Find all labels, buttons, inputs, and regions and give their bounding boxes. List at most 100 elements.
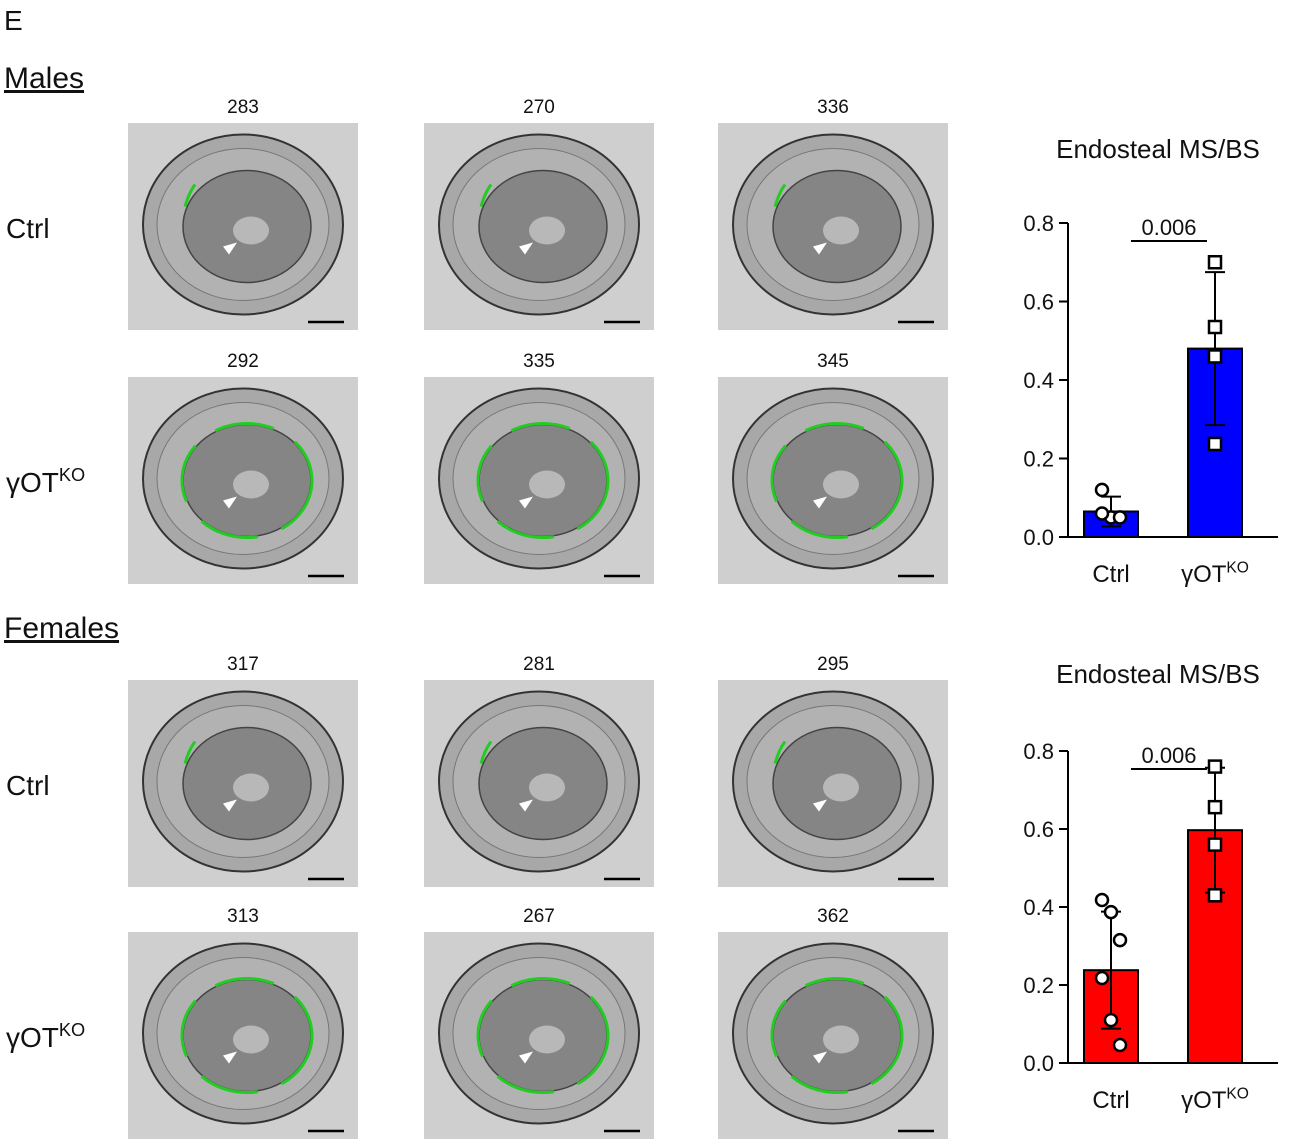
micrograph: [424, 932, 654, 1139]
label-green: [180, 977, 314, 1094]
marrow-center: [233, 1025, 269, 1054]
x-tick-label-main: γOT: [1181, 1087, 1227, 1114]
x-tick-label-main: Ctrl: [1092, 1087, 1129, 1114]
image-id: 281: [523, 654, 555, 675]
row-label-main: γOT: [6, 1022, 59, 1053]
chart-title: Endosteal MS/BS: [1056, 134, 1260, 164]
label-green: [180, 422, 314, 539]
y-tick-label: 0.0: [1023, 525, 1054, 550]
marrow-center: [823, 216, 859, 245]
data-point: [1207, 319, 1223, 335]
x-tick-label: γOTKO: [1181, 559, 1249, 588]
data-point: [1103, 1012, 1119, 1028]
arrowhead: [519, 799, 533, 812]
section-title: Females: [4, 612, 119, 645]
image-id: 292: [227, 351, 259, 372]
marrow-center: [823, 1025, 859, 1054]
micrograph: [718, 932, 948, 1139]
image-id: 335: [523, 351, 555, 372]
data-point: [1207, 255, 1223, 270]
p-value: 0.006: [1141, 215, 1196, 240]
marrow-center: [233, 773, 269, 802]
micrograph: [128, 377, 358, 584]
data-point: [1207, 799, 1223, 815]
arrowhead: [813, 242, 827, 255]
x-tick-label: Ctrl: [1092, 561, 1129, 588]
image-id: 362: [817, 906, 849, 927]
data-point: [1094, 506, 1110, 521]
section-title: Males: [4, 62, 84, 95]
micrograph: [424, 377, 654, 584]
data-point: [1207, 349, 1223, 364]
arrowhead: [223, 799, 237, 812]
arrowhead: [813, 496, 827, 509]
arrowhead: [223, 496, 237, 509]
label-green: [770, 977, 904, 1094]
image-id: 345: [817, 351, 849, 372]
data-point: [1112, 510, 1128, 525]
y-tick-label: 0.4: [1023, 368, 1054, 393]
data-point: [1112, 1037, 1128, 1053]
row-label: γOTKO: [6, 1020, 85, 1053]
x-tick-label: γOTKO: [1181, 1085, 1249, 1114]
x-tick-label-sup: KO: [1226, 559, 1249, 576]
micrograph: [718, 123, 948, 330]
marrow-center: [529, 216, 565, 245]
label-green: [476, 422, 610, 539]
y-tick-label: 0.0: [1023, 1051, 1054, 1076]
data-point: [1094, 970, 1110, 986]
micrograph: [718, 680, 948, 887]
data-point: [1207, 759, 1223, 774]
data-point: [1207, 888, 1223, 903]
row-label-main: γOT: [6, 467, 59, 498]
x-tick-label-sup: KO: [1226, 1085, 1249, 1102]
label-green: [773, 183, 787, 207]
y-tick-label: 0.4: [1023, 895, 1054, 920]
data-point: [1094, 892, 1110, 908]
micrograph: [128, 123, 358, 330]
label-green: [479, 740, 493, 764]
data-point: [1207, 837, 1223, 852]
y-tick-label: 0.8: [1023, 739, 1054, 764]
image-id: 295: [817, 654, 849, 675]
y-tick-label: 0.6: [1023, 290, 1054, 315]
label-green: [479, 183, 493, 207]
y-tick-label: 0.6: [1023, 817, 1054, 842]
arrowhead: [223, 242, 237, 255]
image-id: 283: [227, 97, 259, 118]
row-label-main: Ctrl: [6, 213, 50, 244]
row-label: Ctrl: [6, 213, 50, 244]
arrowhead: [519, 1051, 533, 1064]
image-id: 336: [817, 97, 849, 118]
x-tick-label-main: γOT: [1181, 561, 1227, 588]
row-label: Ctrl: [6, 770, 50, 801]
arrowhead: [813, 799, 827, 812]
marrow-center: [529, 773, 565, 802]
arrowhead: [813, 1051, 827, 1064]
micrograph: [424, 123, 654, 330]
marrow-center: [233, 470, 269, 499]
marrow-center: [823, 470, 859, 499]
label-green: [770, 422, 904, 539]
arrowhead: [519, 496, 533, 509]
data-point: [1103, 904, 1119, 920]
row-label-sup: KO: [59, 465, 85, 485]
image-id: 270: [523, 97, 555, 118]
x-tick-label-main: Ctrl: [1092, 561, 1129, 588]
image-id: 267: [523, 906, 555, 927]
panel-label: E: [4, 5, 23, 36]
row-label-sup: KO: [59, 1020, 85, 1040]
micrograph: [128, 932, 358, 1139]
image-id: 313: [227, 906, 259, 927]
label-green: [476, 977, 610, 1094]
label-green: [773, 740, 787, 764]
data-point: [1094, 482, 1110, 498]
marrow-center: [529, 470, 565, 499]
row-label: γOTKO: [6, 465, 85, 498]
label-green: [183, 183, 197, 207]
arrowhead: [519, 242, 533, 255]
micrograph: [424, 680, 654, 887]
arrowhead: [223, 1051, 237, 1064]
y-tick-label: 0.2: [1023, 973, 1054, 998]
